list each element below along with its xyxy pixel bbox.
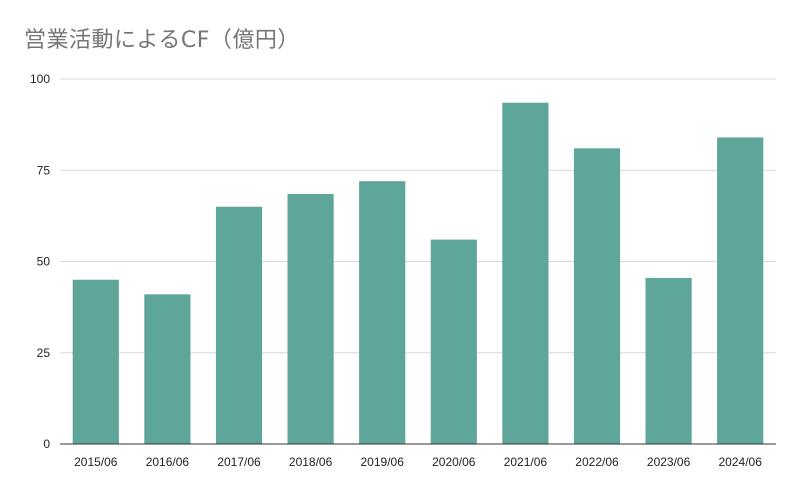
- y-tick-label: 0: [43, 437, 50, 451]
- y-axis-ticks: 0 25 50 75 100: [30, 72, 50, 451]
- bar-2024-06: [717, 137, 764, 444]
- y-tick-label: 50: [37, 255, 51, 269]
- bar-2015-06: [72, 279, 119, 444]
- bar-2023-06: [645, 277, 692, 444]
- bars: [72, 102, 764, 444]
- x-tick-label: 2022/06: [575, 455, 619, 469]
- x-tick-label: 2023/06: [647, 455, 691, 469]
- x-tick-label: 2019/06: [361, 455, 405, 469]
- x-tick-label: 2020/06: [432, 455, 476, 469]
- bar-2019-06: [359, 181, 406, 444]
- bar-2022-06: [573, 148, 621, 444]
- chart-title: 営業活動によるCF（億円）: [24, 28, 300, 53]
- bar-2021-06: [502, 102, 549, 444]
- bar-2018-06: [287, 193, 334, 444]
- y-tick-label: 75: [37, 163, 51, 177]
- x-tick-label: 2017/06: [217, 455, 261, 469]
- x-axis-ticks: 2015/06 2016/06 2017/06 2018/06 2019/06 2020/…: [74, 455, 762, 469]
- x-tick-label: 2015/06: [74, 455, 118, 469]
- x-tick-label: 2016/06: [146, 455, 190, 469]
- x-tick-label: 2024/06: [719, 455, 763, 469]
- bar-2016-06: [144, 294, 191, 444]
- y-tick-label: 25: [37, 346, 51, 360]
- x-tick-label: 2021/06: [504, 455, 548, 469]
- x-tick-label: 2018/06: [289, 455, 333, 469]
- bar-2017-06: [215, 206, 263, 444]
- bar-2020-06: [430, 239, 477, 444]
- y-tick-label: 100: [30, 72, 50, 86]
